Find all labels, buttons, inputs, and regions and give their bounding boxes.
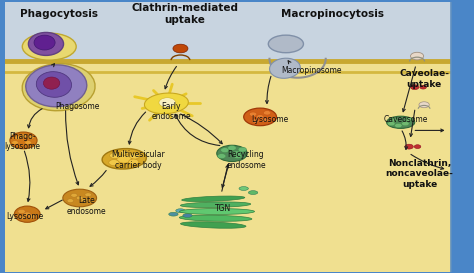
Circle shape xyxy=(20,134,27,138)
Ellipse shape xyxy=(180,209,255,215)
Circle shape xyxy=(232,151,241,156)
Circle shape xyxy=(117,155,132,163)
Circle shape xyxy=(221,148,229,153)
Circle shape xyxy=(420,85,427,89)
Ellipse shape xyxy=(14,206,40,222)
Circle shape xyxy=(261,118,269,122)
Circle shape xyxy=(71,193,77,197)
Ellipse shape xyxy=(182,196,245,201)
FancyBboxPatch shape xyxy=(451,2,474,272)
Ellipse shape xyxy=(44,77,60,89)
Text: Caveosome: Caveosome xyxy=(383,115,428,124)
Text: Early
endosome: Early endosome xyxy=(151,102,191,121)
Ellipse shape xyxy=(34,35,55,50)
Text: TGN: TGN xyxy=(215,204,231,213)
Ellipse shape xyxy=(10,132,37,149)
Text: Caveolae-
uptake: Caveolae- uptake xyxy=(399,69,449,89)
Ellipse shape xyxy=(145,93,188,114)
Circle shape xyxy=(28,214,36,218)
Text: Lysosome: Lysosome xyxy=(6,212,43,221)
Circle shape xyxy=(419,102,429,108)
Circle shape xyxy=(394,123,402,128)
Circle shape xyxy=(233,154,242,159)
Circle shape xyxy=(25,141,31,144)
Circle shape xyxy=(128,159,139,165)
Circle shape xyxy=(249,112,257,116)
Circle shape xyxy=(85,193,91,197)
Circle shape xyxy=(238,147,246,152)
Text: Multivesicular
carrier body: Multivesicular carrier body xyxy=(111,150,165,170)
Circle shape xyxy=(264,111,271,115)
FancyBboxPatch shape xyxy=(5,61,474,272)
Ellipse shape xyxy=(22,64,95,111)
Text: Macropinocytosis: Macropinocytosis xyxy=(281,9,384,19)
Text: Phago-
lysosome: Phago- lysosome xyxy=(5,132,41,151)
Circle shape xyxy=(405,117,413,122)
Ellipse shape xyxy=(26,65,87,107)
Ellipse shape xyxy=(268,35,303,53)
Circle shape xyxy=(81,198,88,202)
Text: Lysosome: Lysosome xyxy=(251,115,288,124)
Text: Phagocytosis: Phagocytosis xyxy=(19,9,98,19)
Text: Macropinosome: Macropinosome xyxy=(282,66,342,75)
Circle shape xyxy=(410,85,419,90)
Circle shape xyxy=(228,146,236,150)
Ellipse shape xyxy=(239,187,248,190)
Circle shape xyxy=(67,199,73,203)
FancyBboxPatch shape xyxy=(5,2,474,61)
Circle shape xyxy=(252,119,259,123)
Circle shape xyxy=(410,52,424,60)
Ellipse shape xyxy=(28,32,64,55)
Circle shape xyxy=(19,215,26,219)
Circle shape xyxy=(109,160,119,165)
Text: Recycling
endosome: Recycling endosome xyxy=(226,150,266,170)
Ellipse shape xyxy=(169,212,178,216)
Text: Clathrin-mediated
uptake: Clathrin-mediated uptake xyxy=(132,3,238,25)
Ellipse shape xyxy=(183,214,192,217)
Circle shape xyxy=(414,145,421,149)
Ellipse shape xyxy=(181,222,246,228)
Circle shape xyxy=(405,144,413,149)
Ellipse shape xyxy=(36,72,72,97)
Text: Nonclathrin,
noncaveolae-
uptake: Nonclathrin, noncaveolae- uptake xyxy=(385,159,453,189)
Circle shape xyxy=(109,153,120,159)
Circle shape xyxy=(401,121,409,126)
Text: Phagosome: Phagosome xyxy=(55,102,100,111)
Ellipse shape xyxy=(176,209,185,213)
Circle shape xyxy=(76,196,83,200)
Circle shape xyxy=(159,98,176,108)
Circle shape xyxy=(388,121,395,126)
Text: Late
endosome: Late endosome xyxy=(67,196,107,216)
Circle shape xyxy=(24,212,31,216)
Circle shape xyxy=(27,135,34,139)
Ellipse shape xyxy=(179,215,252,221)
Ellipse shape xyxy=(22,33,76,60)
Ellipse shape xyxy=(102,149,146,169)
Ellipse shape xyxy=(248,191,258,194)
Circle shape xyxy=(120,150,128,155)
Ellipse shape xyxy=(387,116,415,128)
Circle shape xyxy=(12,141,18,144)
Ellipse shape xyxy=(244,108,276,126)
Circle shape xyxy=(390,118,397,122)
Ellipse shape xyxy=(217,145,247,162)
Ellipse shape xyxy=(270,58,301,78)
Circle shape xyxy=(129,153,140,159)
Circle shape xyxy=(218,154,226,159)
Circle shape xyxy=(173,44,188,53)
Ellipse shape xyxy=(181,202,251,207)
Ellipse shape xyxy=(63,189,97,207)
Circle shape xyxy=(256,115,264,119)
Circle shape xyxy=(18,209,25,214)
Circle shape xyxy=(15,136,21,140)
